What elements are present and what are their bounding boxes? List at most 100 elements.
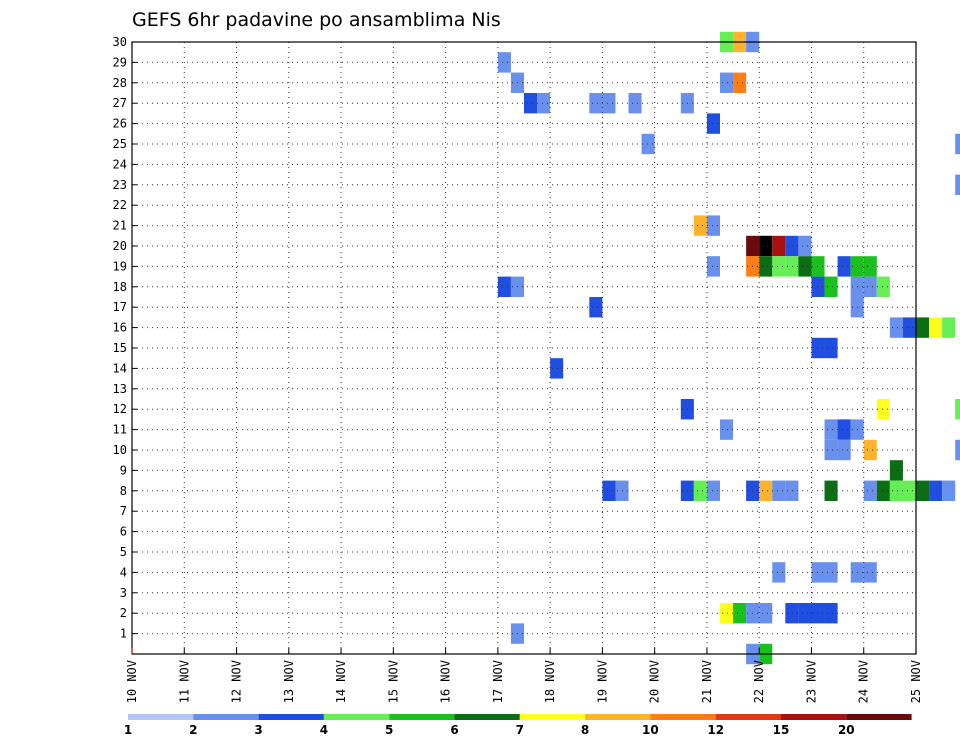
precip-cell: [863, 276, 877, 297]
precip-cell: [759, 235, 773, 257]
colorbar-swatch: [193, 714, 259, 720]
colorbar-label: 5: [385, 723, 393, 737]
y-tick-label: 16: [113, 321, 127, 335]
y-tick-label: 6: [120, 525, 127, 539]
precip-cell: [863, 256, 877, 277]
precip-cell: [706, 256, 720, 277]
y-tick-label: 22: [113, 198, 127, 212]
y-tick-label: 27: [113, 96, 127, 110]
y-tick-label: 19: [113, 259, 127, 273]
precip-cell: [824, 337, 838, 359]
colorbar-label: 8: [581, 723, 589, 737]
precip-cell: [811, 562, 825, 583]
y-tick-label: 4: [120, 565, 127, 579]
precip-cell: [955, 439, 960, 461]
precip-cell: [929, 480, 943, 501]
precip-cell: [837, 256, 851, 277]
grid-layer: [132, 42, 916, 654]
x-tick-label: 16 NOV: [439, 660, 453, 703]
precip-cell: [706, 113, 720, 134]
precip-cell: [824, 276, 838, 297]
precip-cell: [929, 317, 943, 338]
colorbar-swatch: [715, 714, 781, 720]
y-tick-label: 3: [120, 586, 127, 600]
x-tick-label: 24 NOV: [857, 660, 871, 703]
precip-cell: [942, 317, 956, 338]
precip-cell: [902, 317, 916, 338]
y-tick-label: 8: [120, 484, 127, 498]
colorbar-label: 7: [516, 723, 524, 737]
precip-cell: [589, 93, 603, 114]
y-tick-label: 21: [113, 219, 127, 233]
precip-cell: [811, 337, 825, 359]
colorbar-label: 10: [642, 723, 659, 737]
precip-cell: [837, 439, 851, 461]
precip-cell: [628, 93, 642, 114]
colorbar-swatch: [323, 714, 390, 720]
precip-cell: [824, 439, 838, 461]
y-tick-label: 28: [113, 76, 127, 90]
x-tick-label: 13 NOV: [282, 660, 296, 703]
y-tick-label: 11: [113, 423, 127, 437]
x-tick-label: 17 NOV: [491, 660, 505, 703]
y-tick-label: 12: [113, 402, 127, 416]
x-tick-label: 23 NOV: [804, 660, 818, 703]
y-tick-label: 13: [113, 382, 127, 396]
colorbar-label: 2: [189, 723, 197, 737]
colorbar-swatch: [389, 714, 455, 720]
colorbar-label: 6: [450, 723, 458, 737]
precip-cell: [785, 235, 799, 257]
colorbar-swatch: [128, 714, 194, 720]
precip-cell: [524, 93, 538, 114]
y-tick-label: 15: [113, 341, 127, 355]
precip-cell: [811, 603, 825, 624]
y-tick-label: 5: [120, 545, 127, 559]
precip-cell: [720, 419, 734, 440]
precip-cell: [602, 93, 616, 114]
colorbar-label: 15: [773, 723, 790, 737]
colorbar-swatch: [781, 714, 847, 720]
y-tick-label: 23: [113, 178, 127, 192]
precip-cell: [706, 480, 720, 501]
precip-cell: [811, 276, 825, 297]
x-tick-label: 19 NOV: [595, 660, 609, 703]
precip-cell: [889, 480, 903, 501]
precip-cell: [916, 317, 930, 338]
y-tick-label: 25: [113, 137, 127, 151]
colorbar-label: 1: [124, 723, 132, 737]
precip-cell: [942, 480, 956, 501]
x-axis: 10 NOV 11 NOV 12 NOV 13 NOV 14 NOV 15 NOV 16 N…: [125, 648, 923, 703]
colorbar-label: 4: [320, 723, 328, 737]
precip-cell: [706, 215, 720, 236]
y-tick-label: 7: [120, 504, 127, 518]
colorbar-swatch: [519, 714, 586, 720]
precip-cell: [876, 480, 890, 501]
colorbar-label: 3: [254, 723, 262, 737]
precip-cell: [589, 297, 603, 318]
precip-cell: [824, 480, 838, 501]
precip-cell: [785, 480, 799, 501]
x-tick-label: 10 NOV: [125, 660, 139, 703]
precip-cell: [550, 358, 564, 379]
precip-cell: [772, 256, 786, 277]
precip-cell: [720, 72, 734, 93]
precip-cell: [876, 276, 890, 297]
colorbar-swatch: [258, 714, 324, 720]
precip-cell: [863, 439, 877, 461]
colorbar-swatch: [585, 714, 651, 720]
chart-title: GEFS 6hr padavine po ansamblima Nis: [132, 9, 501, 31]
y-tick-label: 26: [113, 117, 127, 131]
precip-cell: [798, 235, 812, 257]
x-tick-label: 14 NOV: [334, 660, 348, 703]
precip-cell: [889, 317, 903, 338]
colorbar: 1 2 3 4 5 6 7 8 10 12 15 20: [124, 714, 912, 737]
y-tick-label: 24: [113, 157, 127, 171]
precip-cell: [733, 603, 747, 624]
precip-cell: [693, 215, 707, 236]
precip-cell: [785, 256, 799, 277]
x-tick-label: 20 NOV: [648, 660, 662, 703]
precip-cell: [824, 562, 838, 583]
y-tick-label: 9: [120, 463, 127, 477]
precip-cell: [889, 460, 903, 481]
y-tick-label: 17: [113, 300, 127, 314]
